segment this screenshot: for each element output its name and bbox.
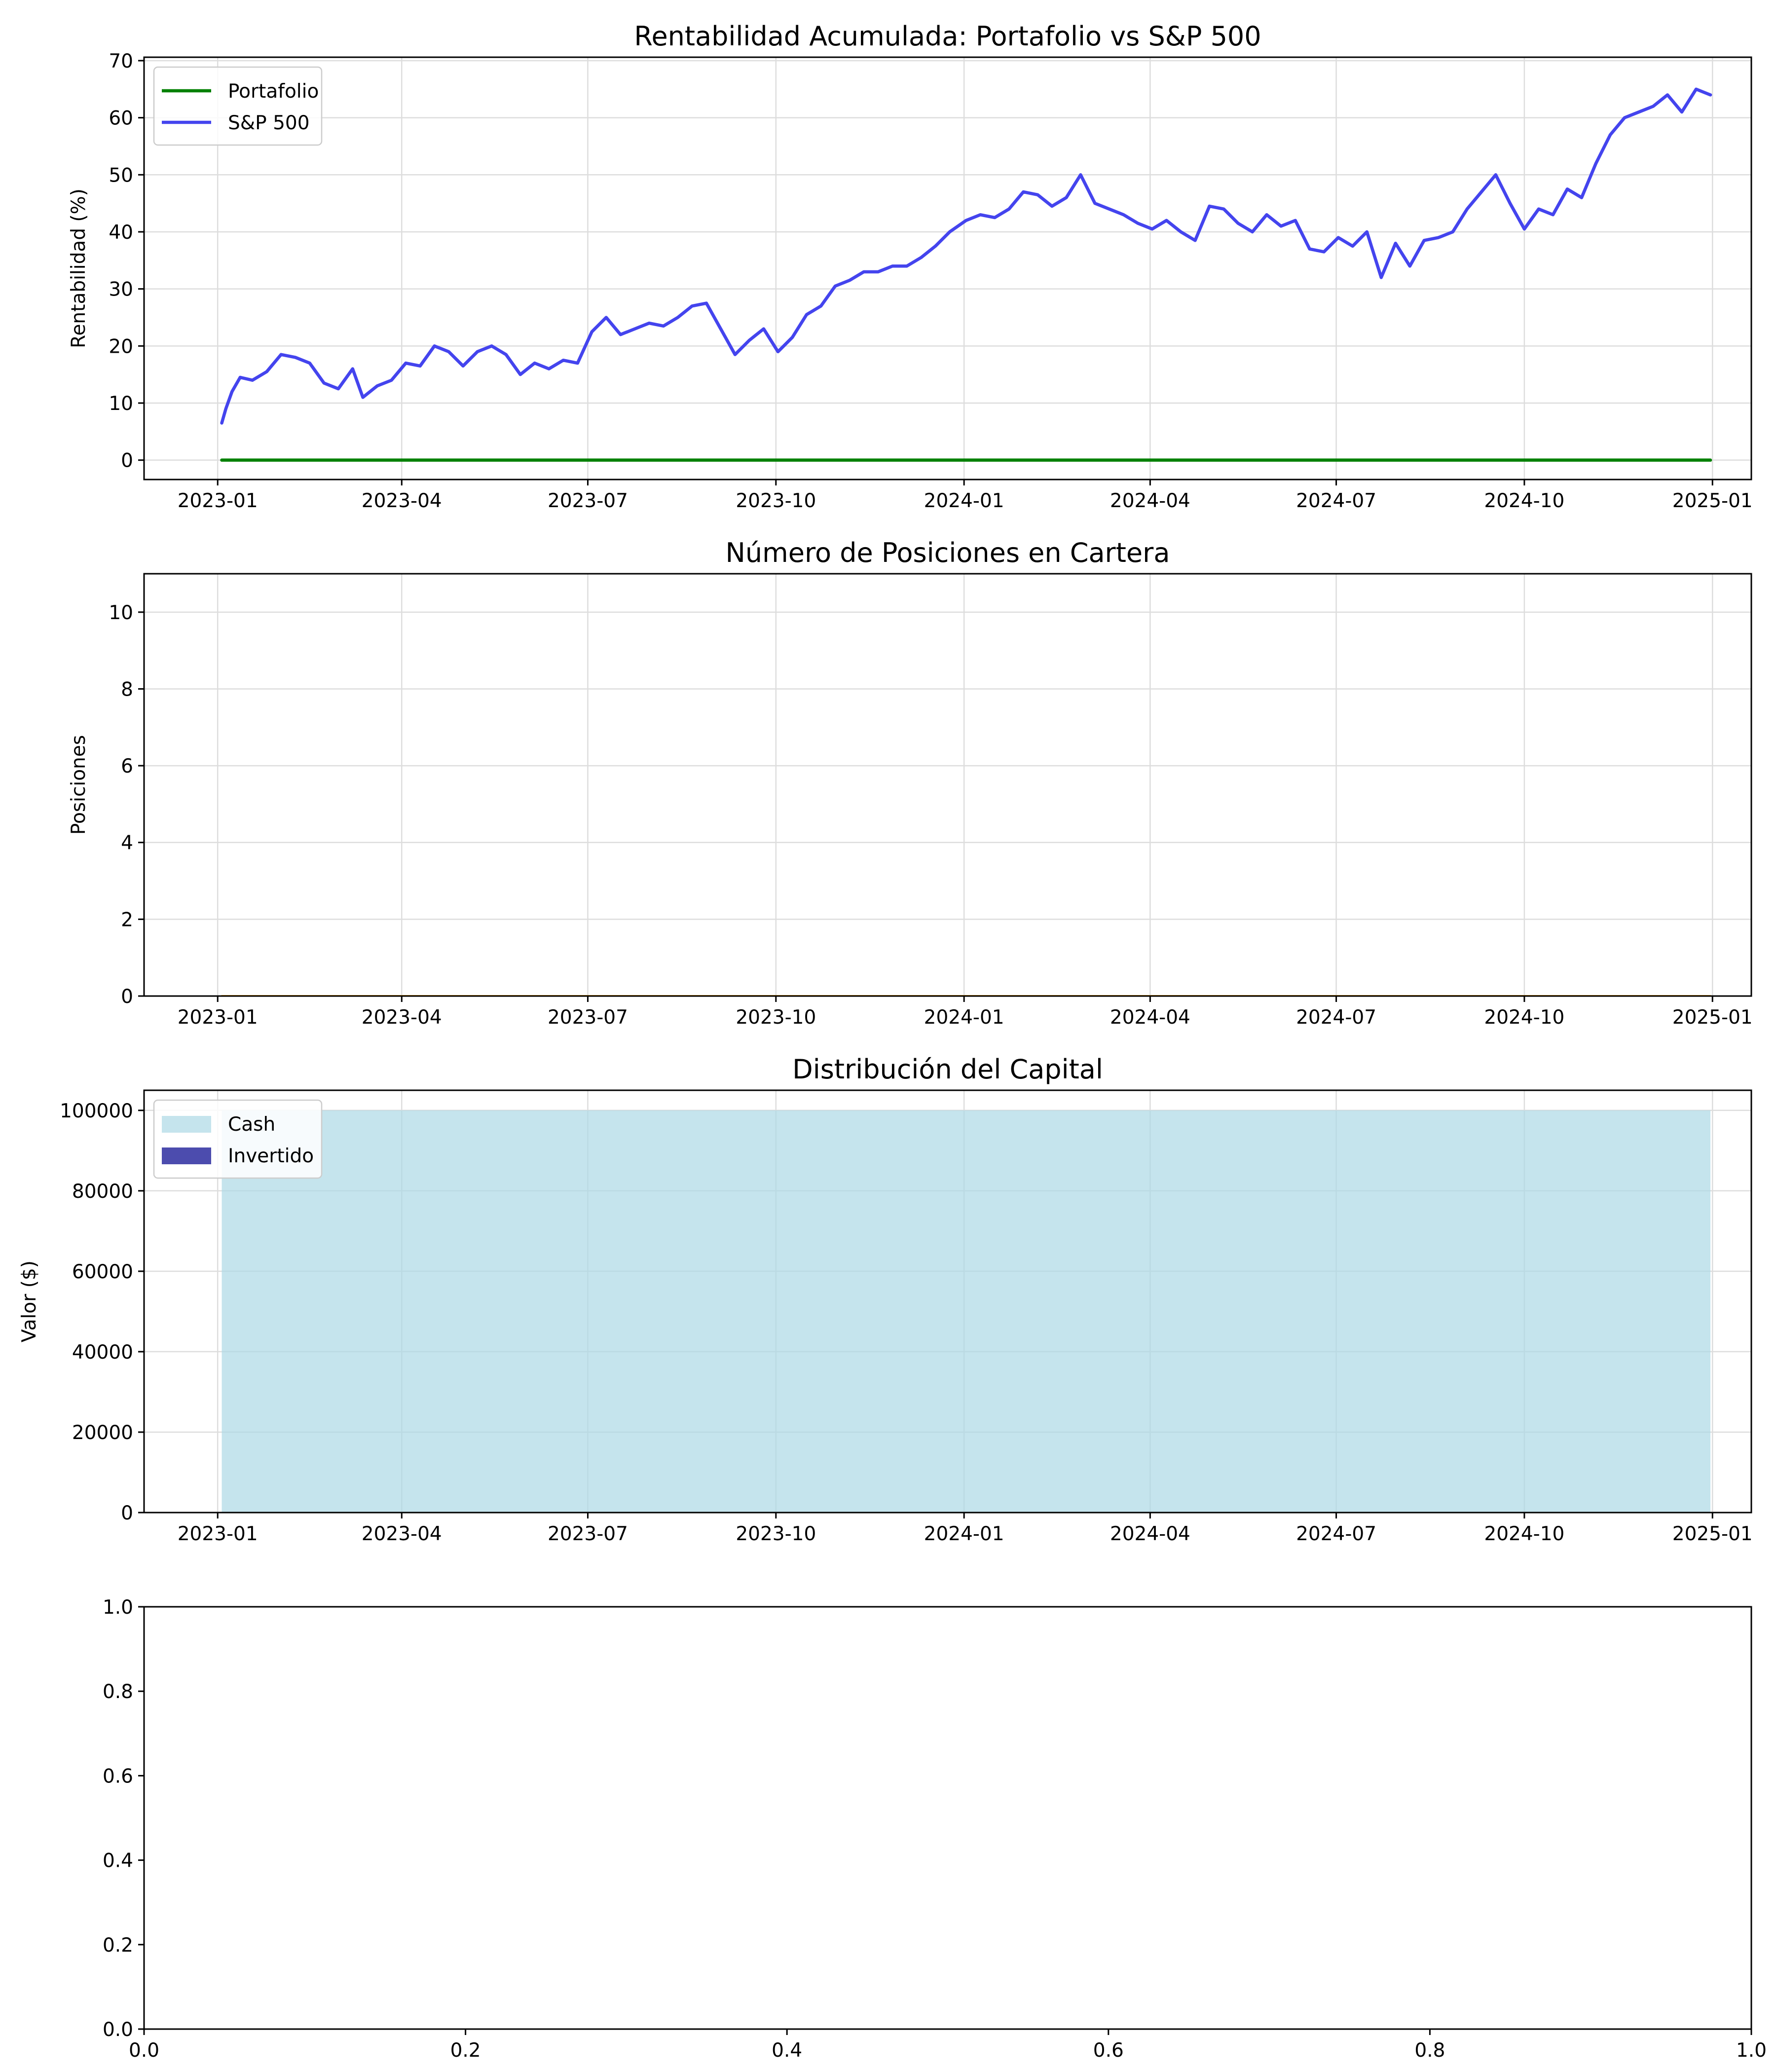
y-tick-label: 70 — [109, 50, 133, 73]
y-tick-label: 2 — [121, 909, 133, 931]
y-tick-label: 1.0 — [103, 1596, 133, 1619]
y-tick-label: 40000 — [72, 1341, 133, 1364]
chart-title: Distribución del Capital — [792, 1054, 1103, 1085]
y-tick-label: 50 — [109, 164, 133, 186]
y-tick-label: 30 — [109, 279, 133, 301]
y-axis-label: Posiciones — [68, 735, 90, 835]
legend-swatch — [162, 1147, 211, 1164]
x-tick-label: 2024-10 — [1484, 1523, 1564, 1545]
x-tick-label: 2024-07 — [1296, 1523, 1376, 1545]
y-axis-label: Rentabilidad (%) — [68, 188, 90, 348]
y-tick-label: 60 — [109, 108, 133, 130]
x-tick-label: 2023-07 — [548, 1006, 628, 1029]
y-tick-label: 20000 — [72, 1422, 133, 1444]
legend-label: Portafolio — [228, 80, 319, 103]
y-tick-label: 10 — [109, 602, 133, 624]
legend-label: Invertido — [228, 1145, 314, 1167]
chart-panel-1: 2023-01 2023-04 2023-07 2023-10 2024-01 2024-… — [68, 21, 1753, 512]
x-tick-label: 2024-10 — [1484, 490, 1564, 512]
legend-swatch — [162, 1116, 211, 1133]
y-tick-label: 20 — [109, 335, 133, 358]
x-tick-label: 2023-01 — [178, 1006, 258, 1029]
x-tick-label: 2023-10 — [736, 1006, 816, 1029]
x-tick-label: 0.2 — [450, 2039, 481, 2062]
legend-frame — [153, 66, 323, 146]
legend-label: S&P 500 — [228, 112, 310, 134]
y-tick-label: 0.4 — [103, 1850, 133, 1872]
x-tick-label: 2023-01 — [178, 490, 258, 512]
plot-area — [220, 87, 1712, 462]
x-tick-label: 2023-10 — [736, 490, 816, 512]
chart-title: Rentabilidad Acumulada: Portafolio vs S&… — [634, 21, 1261, 52]
x-tick-label: 2025-01 — [1672, 1006, 1753, 1029]
axes-frame — [143, 1606, 1752, 2030]
x-tick-label: 2024-01 — [924, 490, 1004, 512]
x-tick-label: 2023-04 — [362, 1523, 442, 1545]
x-tick-label: 2023-04 — [362, 1006, 442, 1029]
chart-panel-2: 2023-01 2023-04 2023-07 2023-10 2024-01 2024-… — [68, 537, 1753, 1029]
y-axis-label: Valor ($) — [18, 1260, 40, 1342]
x-tick-label: 2025-01 — [1672, 490, 1753, 512]
chart-panel-3: 2023-01 2023-04 2023-07 2023-10 2024-01 2024-… — [18, 1054, 1753, 1545]
x-tick-label: 0.4 — [772, 2039, 802, 2062]
axes-frame — [143, 56, 1752, 481]
x-tick-label: 2024-04 — [1110, 1006, 1190, 1029]
y-tick-label: 60000 — [72, 1261, 133, 1283]
y-tick-label: 10 — [109, 393, 133, 415]
x-tick-label: 2025-01 — [1672, 1523, 1753, 1545]
axes-frame — [143, 573, 1752, 997]
y-tick-label: 40 — [109, 222, 133, 244]
legend: Portafolio S&P 500 — [153, 66, 323, 146]
x-tick-label: 2023-04 — [362, 490, 442, 512]
y-tick-label: 100000 — [60, 1100, 133, 1122]
y-tick-label: 0 — [121, 450, 133, 472]
x-tick-label: 2024-01 — [924, 1523, 1004, 1545]
x-tick-label: 1.0 — [1736, 2039, 1767, 2062]
legend-label: Cash — [228, 1113, 275, 1136]
legend: Cash Invertido — [153, 1099, 323, 1179]
x-tick-label: 2024-10 — [1484, 1006, 1564, 1029]
chart-panel-4: 0.0 0.2 0.4 0.6 0.8 1.0 0.0 0.2 0.4 0.6 0.8 1.0 — [103, 1596, 1767, 2062]
y-tick-label: 0.2 — [103, 1934, 133, 1957]
x-tick-label: 0.6 — [1093, 2039, 1124, 2062]
x-tick-label: 2023-10 — [736, 1523, 816, 1545]
y-tick-label: 0 — [121, 986, 133, 1008]
plot-area — [222, 1110, 1711, 1513]
x-tick-label: 0.8 — [1414, 2039, 1445, 2062]
y-tick-label: 0 — [121, 1502, 133, 1524]
y-tick-label: 4 — [121, 832, 133, 854]
x-tick-label: 2024-04 — [1110, 490, 1190, 512]
x-tick-label: 2024-04 — [1110, 1523, 1190, 1545]
y-tick-label: 0.0 — [103, 2019, 133, 2041]
y-tick-label: 8 — [121, 678, 133, 701]
y-tick-label: 80000 — [72, 1181, 133, 1203]
x-tick-label: 2023-07 — [548, 490, 628, 512]
axes-frame — [143, 1089, 1752, 1514]
y-tick-label: 6 — [121, 755, 133, 777]
x-tick-label: 2023-01 — [178, 1523, 258, 1545]
y-tick-label: 0.6 — [103, 1765, 133, 1787]
y-tick-label: 0.8 — [103, 1681, 133, 1703]
chart-title: Número de Posiciones en Cartera — [726, 537, 1170, 568]
x-tick-label: 2024-07 — [1296, 1006, 1376, 1029]
line-series-2 — [220, 87, 1712, 425]
x-tick-label: 2024-01 — [924, 1006, 1004, 1029]
x-tick-label: 2023-07 — [548, 1523, 628, 1545]
x-tick-label: 2024-07 — [1296, 490, 1376, 512]
x-tick-label: 0.0 — [129, 2039, 159, 2062]
area-series-1 — [222, 1110, 1711, 1513]
